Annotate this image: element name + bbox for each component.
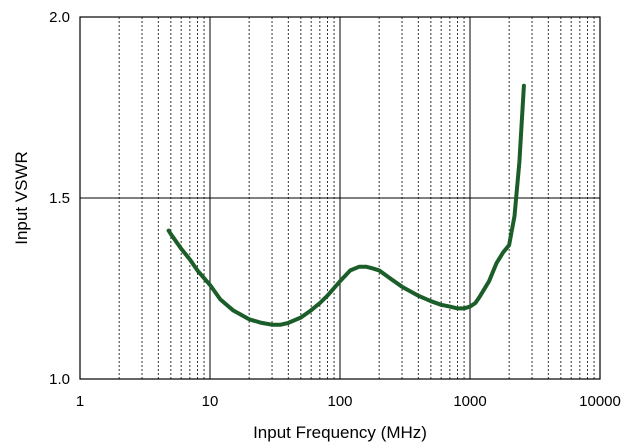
series-layer	[166, 83, 526, 327]
plot-frame	[79, 16, 601, 380]
y-tick-label: 2.0	[49, 9, 70, 26]
x-axis-title: Input Frequency (MHz)	[253, 423, 427, 442]
y-axis-title: Input VSWR	[12, 151, 31, 245]
series-line	[166, 83, 526, 327]
y-tick-labels: 1.0 1.5 2.0	[49, 9, 70, 388]
x-tick-label: 1000	[453, 393, 486, 410]
y-tick-label: 1.0	[49, 371, 70, 388]
x-tick-labels: 1 10 100 1000 10000	[76, 393, 621, 410]
x-tick-label: 10000	[579, 393, 621, 410]
y-tick-label: 1.5	[49, 190, 70, 207]
major-gridlines	[79, 16, 601, 380]
x-tick-label: 100	[327, 393, 352, 410]
x-tick-label: 10	[202, 393, 219, 410]
x-tick-label: 1	[76, 393, 84, 410]
